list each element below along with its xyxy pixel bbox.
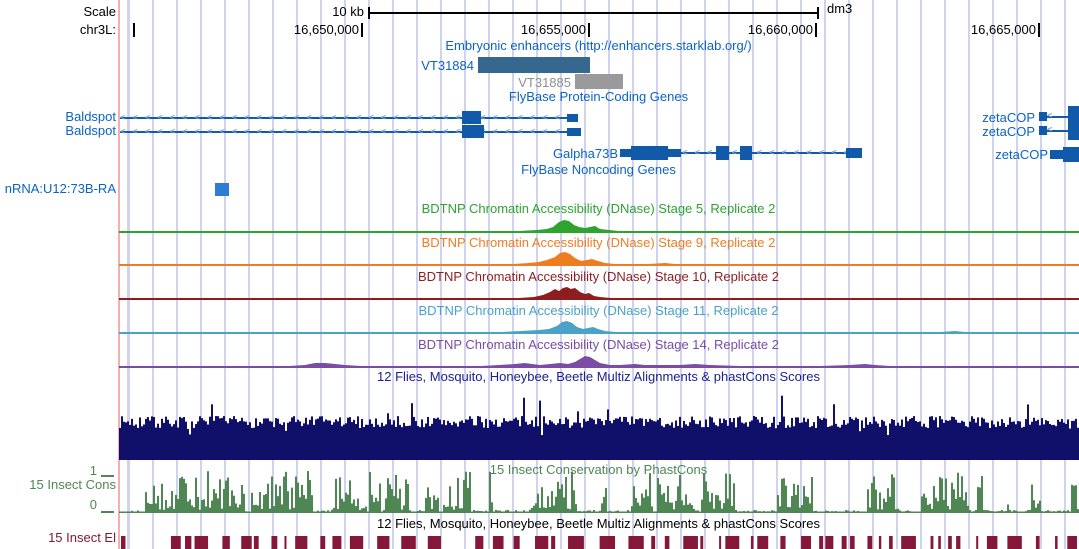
track-title-conservation[interactable]: 15 Insect Conservation by PhastCons	[489, 462, 708, 477]
enhancer-label-vt31885[interactable]: VT31885	[518, 75, 571, 90]
window-start-marker	[118, 0, 120, 549]
track-title-bdtnp-stage5[interactable]: BDTNP Chromatin Accessibility (DNase) St…	[421, 201, 776, 216]
exon	[620, 149, 631, 157]
coord-tick-label: 16,655,000	[520, 22, 586, 37]
exon	[1050, 150, 1063, 159]
gene-label-zetacop-2[interactable]: zetaCOP	[982, 124, 1035, 139]
assembly-label: dm3	[827, 1, 853, 16]
exon	[462, 125, 484, 138]
coord-tick	[588, 23, 590, 37]
exon	[668, 149, 681, 157]
track-title-enhancers[interactable]: Embryonic enhancers (http://enhancers.st…	[445, 38, 752, 53]
track-title-flybase-nc[interactable]: FlyBase Noncoding Genes	[521, 162, 676, 177]
position-tick-start	[133, 23, 135, 37]
strand-arrows-left: <	[1047, 125, 1060, 135]
scale-bar-left-tick	[368, 7, 370, 19]
scale-label: Scale	[83, 4, 116, 19]
track-title-bdtnp-stage10[interactable]: BDTNP Chromatin Accessibility (DNase) St…	[417, 269, 780, 284]
axis-min-label: 0	[89, 497, 97, 512]
track-title-bdtnp-stage11[interactable]: BDTNP Chromatin Accessibility (DNase) St…	[418, 303, 779, 318]
coord-tick	[815, 23, 817, 37]
gene-zetacop-1[interactable]: <	[1039, 106, 1079, 123]
wiggle-bdtnp-stage5[interactable]	[119, 217, 1079, 233]
gene-label-nrna-u12[interactable]: nRNA:U12:73B-RA	[4, 181, 116, 196]
coord-tick	[361, 23, 363, 37]
coord-tick	[1038, 23, 1040, 37]
exon	[740, 146, 752, 160]
exon	[1039, 112, 1047, 121]
scale-bar	[369, 12, 818, 14]
intron-line	[1047, 130, 1069, 132]
intron-line	[120, 130, 581, 133]
wiggle-conservation[interactable]	[119, 470, 1079, 513]
track-title-bdtnp-stage9[interactable]: BDTNP Chromatin Accessibility (DNase) St…	[421, 235, 776, 250]
exon	[631, 146, 668, 160]
axis-max-tick	[101, 475, 114, 477]
track-title-bdtnp-stage14[interactable]: BDTNP Chromatin Accessibility (DNase) St…	[417, 337, 780, 352]
axis-max-label: 1	[89, 463, 97, 478]
track-title-flybase-pc[interactable]: FlyBase Protein-Coding Genes	[508, 89, 689, 104]
strand-arrows-left: <<<<<<<<<<<<<<<<<<<<<<<<<<<<<<<<<<<<<<	[120, 113, 578, 123]
track-title-multiz-2[interactable]: 12 Flies, Mosquito, Honeybee, Beetle Mul…	[377, 516, 820, 531]
coord-tick-label: 16,665,000	[970, 22, 1036, 37]
gene-label-baldspot-2[interactable]: Baldspot	[65, 123, 116, 138]
track-title-multiz[interactable]: 12 Flies, Mosquito, Honeybee, Beetle Mul…	[377, 369, 820, 384]
exon	[716, 146, 729, 160]
intron-line	[1047, 116, 1069, 118]
gene-label-zetacop-1[interactable]: zetaCOP	[982, 110, 1035, 125]
gene-galpha73b[interactable]: <<<<<<<<<<<<<<<<<<<<	[620, 146, 862, 160]
gene-zetacop-3[interactable]	[1050, 147, 1079, 162]
coord-tick-label: 16,650,000	[293, 22, 359, 37]
scale-bar-right-tick	[817, 7, 819, 19]
exon	[1063, 147, 1079, 162]
enhancer-vt31885[interactable]	[575, 74, 623, 89]
gene-label-baldspot-1[interactable]: Baldspot	[65, 109, 116, 124]
exon	[1068, 123, 1079, 140]
elements-conserved[interactable]	[119, 536, 1079, 549]
gene-zetacop-2[interactable]: <	[1039, 123, 1079, 140]
exon	[462, 111, 481, 124]
exon	[846, 148, 862, 158]
strand-arrows-left: <	[1047, 111, 1060, 121]
wiggle-bdtnp-stage11[interactable]	[119, 318, 1079, 334]
enhancer-vt31884[interactable]	[478, 57, 590, 73]
gene-label-galpha73b[interactable]: Galpha73B	[552, 146, 618, 161]
gene-baldspot-1[interactable]: <<<<<<<<<<<<<<<<<<<<<<<<<<<<<<<<<<<<<<	[120, 111, 578, 124]
gene-label-zetacop-3[interactable]: zetaCOP	[995, 147, 1048, 162]
enhancer-label-vt31884[interactable]: VT31884	[421, 58, 474, 73]
wiggle-bdtnp-stage9[interactable]	[119, 250, 1079, 266]
wiggle-bdtnp-stage10[interactable]	[119, 284, 1079, 300]
coord-tick-label: 16,660,000	[747, 22, 813, 37]
gene-baldspot-2[interactable]: <<<<<<<<<<<<<<<<<<<<<<<<<<<<<<<<<<<<<<	[120, 125, 581, 138]
track-label-insect-cons[interactable]: 15 Insect Cons	[29, 477, 116, 492]
strand-arrows-left: <<<<<<<<<<<<<<<<<<<<<<<<<<<<<<<<<<<<<<	[120, 127, 581, 137]
exon	[1039, 126, 1047, 135]
chrom-label: chr3L:	[79, 22, 116, 37]
wiggle-bdtnp-stage14[interactable]	[119, 352, 1079, 368]
track-label-insect-elements[interactable]: 15 Insect El	[48, 530, 116, 545]
exon	[1068, 106, 1079, 123]
exon	[567, 113, 578, 122]
histogram-multiz[interactable]	[119, 392, 1079, 460]
intron-line	[120, 116, 578, 119]
gene-nrna-u12-box[interactable]	[215, 183, 229, 196]
axis-min-tick	[101, 511, 114, 513]
scale-value: 10 kb	[332, 4, 364, 19]
exon	[567, 127, 581, 136]
